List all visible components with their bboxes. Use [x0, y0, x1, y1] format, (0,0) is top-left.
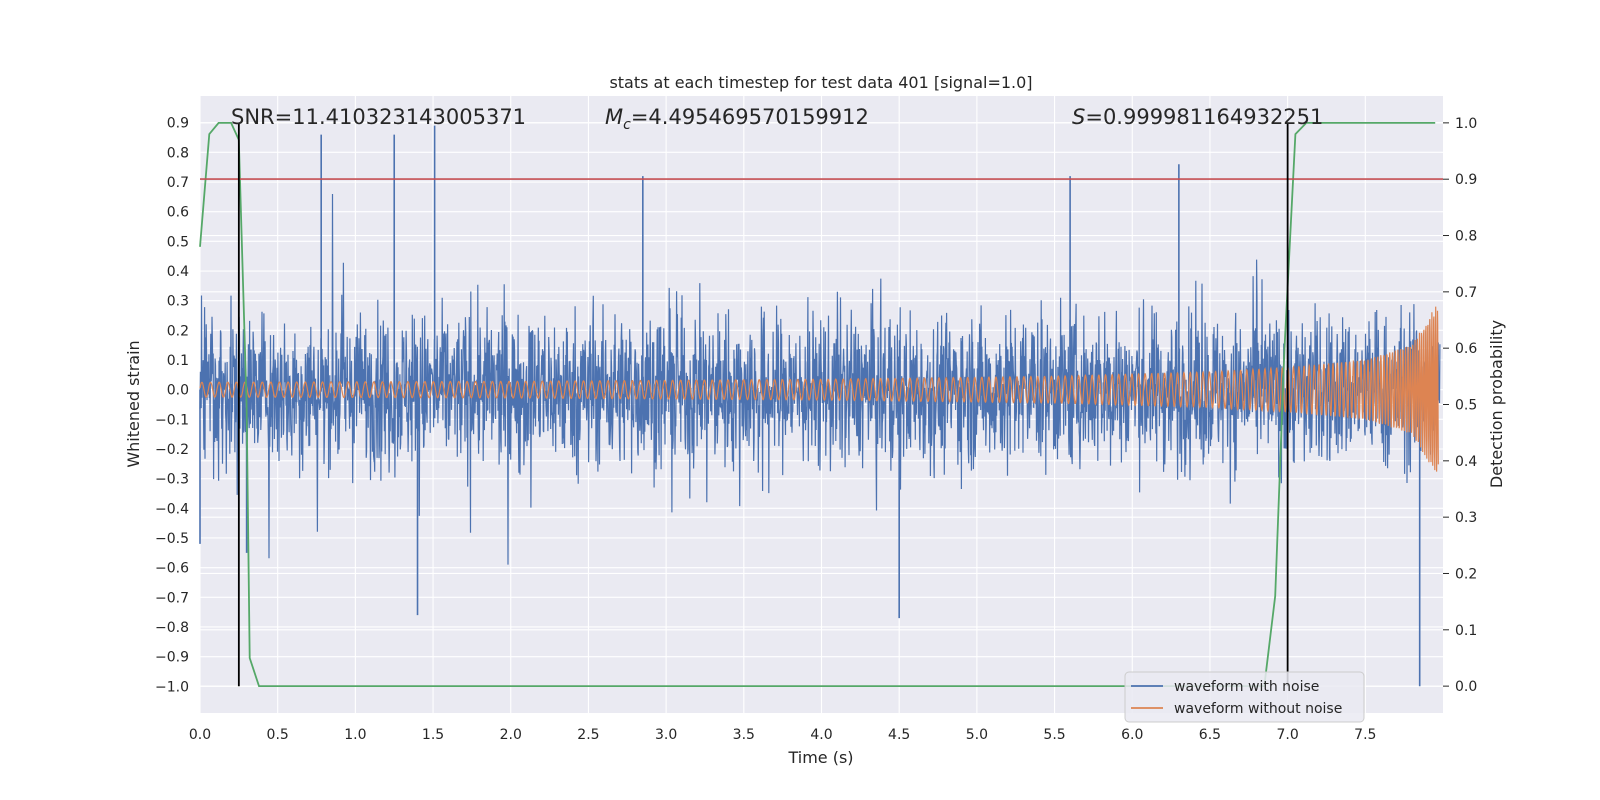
series-detection-probability	[199, 122, 1436, 687]
x-tick-label: 2.5	[577, 727, 599, 743]
y2-tick-label: 0.2	[1455, 566, 1477, 582]
y-tick-label: −0.4	[155, 501, 189, 517]
y2-tick-label: 0.5	[1455, 398, 1477, 414]
chirp-mass-annotation: Mc=4.495469570159912	[605, 105, 869, 133]
y-tick-label: −0.9	[155, 650, 189, 666]
y2-tick-label: 0.6	[1455, 341, 1477, 357]
y2-tick-label: 0.7	[1455, 285, 1477, 301]
y-tick-label: −0.1	[155, 412, 189, 428]
x-tick-label: 0.5	[267, 727, 289, 743]
legend-label-noise: waveform with noise	[1174, 679, 1319, 695]
x-tick-label: 6.5	[1199, 727, 1221, 743]
y-tick-labels: 0.9 0.8 0.7 0.6 0.5 0.4 0.3 0.2 0.1 0.0 −0.1 −0.2 −0…	[155, 116, 189, 696]
legend-label-clean: waveform without noise	[1174, 701, 1342, 717]
y-tick-label: 0.9	[167, 116, 189, 132]
x-tick-label: 1.5	[422, 727, 444, 743]
chirp-mass-subscript: c	[623, 117, 631, 133]
y-tick-label: 0.6	[167, 205, 189, 221]
y-tick-label: 0.1	[167, 353, 189, 369]
y2-axis-title: Detection probability	[1487, 320, 1506, 488]
x-tick-label: 1.0	[344, 727, 366, 743]
x-tick-label: 3.5	[733, 727, 755, 743]
y-tick-label: −1.0	[155, 679, 189, 695]
y-tick-label: 0.5	[167, 234, 189, 250]
y-tick-label: −0.3	[155, 472, 189, 488]
y-tick-label: 0.7	[167, 175, 189, 191]
y-tick-label: 0.0	[167, 383, 189, 399]
y-tick-label: −0.8	[155, 620, 189, 636]
y2-tick-label: 0.3	[1455, 510, 1477, 526]
reference-lines	[200, 122, 1443, 687]
y-tick-label: −0.5	[155, 531, 189, 547]
statistic-annotation: S=0.999981164932251	[1072, 105, 1323, 129]
y-tick-label: 0.3	[167, 294, 189, 310]
y-tick-label: −0.7	[155, 590, 189, 606]
y2-tick-labels: 1.0 0.9 0.8 0.7 0.6 0.5 0.4 0.3 0.2 0.1 0.0	[1443, 116, 1477, 695]
x-tick-labels: 0.0 0.5 1.0 1.5 2.0 2.5 3.0 3.5 4.0 4.5 5.0 5.5 6.0 6…	[189, 727, 1377, 743]
x-tick-label: 7.5	[1354, 727, 1376, 743]
y-tick-label: 0.2	[167, 323, 189, 339]
x-tick-label: 5.0	[966, 727, 988, 743]
y-tick-label: −0.6	[155, 561, 189, 577]
y2-tick-label: 0.4	[1455, 454, 1477, 470]
x-tick-label: 5.5	[1043, 727, 1065, 743]
y2-tick-label: 0.8	[1455, 229, 1477, 245]
chirp-mass-value: =4.495469570159912	[631, 105, 869, 129]
y-tick-label: 0.4	[167, 264, 189, 280]
series-waveform-without-noise	[199, 306, 1439, 472]
series-waveform-with-noise	[199, 193, 1441, 565]
y-tick-label: 0.8	[167, 145, 189, 161]
y2-tick-label: 0.1	[1455, 623, 1477, 639]
chirp-mass-symbol: M	[605, 105, 623, 129]
x-tick-label: 3.0	[655, 727, 677, 743]
y2-tick-label: 0.0	[1455, 679, 1477, 695]
y2-tick-label: 0.9	[1455, 172, 1477, 188]
x-tick-label: 7.0	[1276, 727, 1298, 743]
snr-annotation: SNR=11.410323143005371	[231, 105, 526, 129]
legend-box	[1124, 671, 1365, 723]
x-axis-title: Time (s)	[787, 748, 853, 767]
x-tick-label: 4.0	[810, 727, 832, 743]
y2-tick-label: 1.0	[1455, 116, 1477, 132]
statistic-symbol: S	[1072, 105, 1085, 129]
x-tick-label: 0.0	[189, 727, 211, 743]
x-tick-label: 2.0	[500, 727, 522, 743]
series-layer	[199, 122, 1441, 687]
legend: waveform with noise waveform without noi…	[1124, 671, 1365, 723]
x-tick-label: 4.5	[888, 727, 910, 743]
chart-title: stats at each timestep for test data 401…	[609, 73, 1032, 92]
statistic-value: =0.999981164932251	[1085, 105, 1323, 129]
x-tick-label: 6.0	[1121, 727, 1143, 743]
y-axis-title: Whitened strain	[124, 340, 143, 467]
y-tick-label: −0.2	[155, 442, 189, 458]
